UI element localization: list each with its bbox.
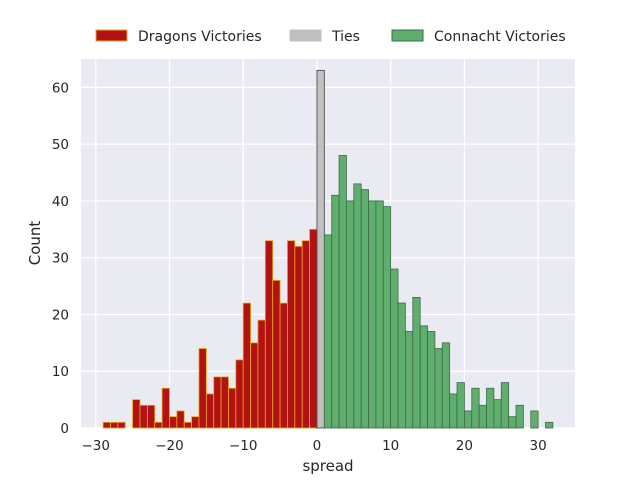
bar-connacht-victories [449, 393, 458, 429]
bar-dragons-victories [309, 228, 318, 429]
bar-connacht-victories [486, 387, 495, 429]
x-tick-label: 30 [530, 438, 547, 454]
bar-connacht-victories [368, 200, 377, 429]
y-tick-label: 0 [60, 421, 69, 437]
bar-dragons-victories [198, 348, 207, 429]
bar-connacht-victories [323, 234, 333, 429]
legend-swatch-ties [289, 29, 322, 42]
y-tick-label: 40 [52, 194, 69, 210]
bar-connacht-victories [382, 206, 392, 429]
histogram-bars [102, 69, 554, 429]
y-tick-label: 20 [52, 307, 69, 323]
bar-connacht-victories [515, 404, 524, 429]
legend: Dragons Victories Ties Connacht Victories [95, 29, 566, 45]
y-tick-label: 50 [52, 137, 69, 153]
legend-label-connacht-victories: Connacht Victories [434, 29, 566, 45]
bar-connacht-victories [545, 421, 554, 429]
bar-dragons-victories [183, 421, 192, 429]
bar-connacht-victories [360, 189, 369, 429]
bar-dragons-victories [220, 376, 229, 429]
bar-connacht-victories [471, 387, 480, 429]
x-tick-label: 20 [456, 438, 473, 454]
bar-dragons-victories [139, 404, 148, 429]
bar-connacht-victories [441, 342, 451, 429]
bar-connacht-victories [478, 404, 487, 429]
x-axis-label: spread [302, 457, 353, 475]
bar-dragons-victories [250, 342, 259, 429]
y-tick-label: 10 [52, 364, 69, 380]
bar-connacht-victories [464, 410, 473, 429]
bar-connacht-victories [397, 302, 406, 429]
y-tick-label: 60 [52, 80, 69, 96]
bar-connacht-victories [390, 268, 399, 429]
bar-connacht-victories [508, 416, 517, 429]
bar-dragons-victories [264, 240, 274, 429]
y-tick-labels: 0 10 20 30 40 50 60 [52, 80, 69, 437]
bar-connacht-victories [331, 194, 340, 429]
bar-dragons-victories [146, 404, 156, 429]
x-tick-label: 0 [313, 438, 322, 454]
bar-connacht-victories [493, 399, 502, 429]
bar-dragons-victories [213, 376, 222, 429]
bar-connacht-victories [500, 382, 510, 429]
bar-connacht-victories [434, 348, 443, 429]
bar-dragons-victories [242, 302, 251, 429]
bar-dragons-victories [176, 410, 185, 429]
bar-dragons-victories [301, 240, 310, 429]
legend-swatch-connacht-victories [391, 29, 424, 42]
bar-connacht-victories [353, 183, 362, 429]
bar-dragons-victories [132, 399, 141, 429]
x-tick-label: 10 [382, 438, 399, 454]
bar-dragons-victories [191, 416, 200, 429]
bar-dragons-victories [154, 421, 163, 429]
bar-connacht-victories [427, 331, 436, 429]
x-tick-label: −20 [155, 438, 184, 454]
bar-ties [316, 69, 325, 429]
bar-dragons-victories [294, 245, 303, 429]
bar-connacht-victories [530, 410, 539, 429]
bar-connacht-victories [419, 325, 428, 429]
bar-connacht-victories [456, 382, 465, 429]
x-tick-labels: −30 −20 −10 0 10 20 30 [81, 438, 546, 454]
bar-connacht-victories [346, 200, 355, 429]
bar-dragons-victories [169, 416, 178, 429]
legend-label-ties: Ties [331, 29, 360, 45]
bar-dragons-victories [279, 302, 288, 429]
bar-dragons-victories [161, 387, 170, 429]
bar-dragons-victories [117, 421, 126, 429]
bar-dragons-victories [228, 387, 237, 429]
bar-connacht-victories [412, 297, 421, 429]
legend-swatch-dragons-victories [95, 29, 128, 42]
y-axis-label: Count [26, 221, 44, 266]
bar-dragons-victories [235, 359, 244, 429]
x-tick-label: −30 [81, 438, 110, 454]
x-tick-label: −10 [229, 438, 258, 454]
bar-dragons-victories [257, 319, 266, 429]
bar-connacht-victories [405, 331, 414, 429]
bar-connacht-victories [375, 200, 384, 429]
bar-dragons-victories [110, 421, 119, 429]
y-tick-label: 30 [52, 251, 69, 267]
bar-dragons-victories [102, 421, 111, 429]
bar-dragons-victories [287, 240, 296, 429]
bar-dragons-victories [272, 279, 281, 429]
bar-connacht-victories [338, 155, 347, 429]
legend-label-dragons-victories: Dragons Victories [138, 29, 262, 45]
bar-dragons-victories [205, 393, 215, 429]
